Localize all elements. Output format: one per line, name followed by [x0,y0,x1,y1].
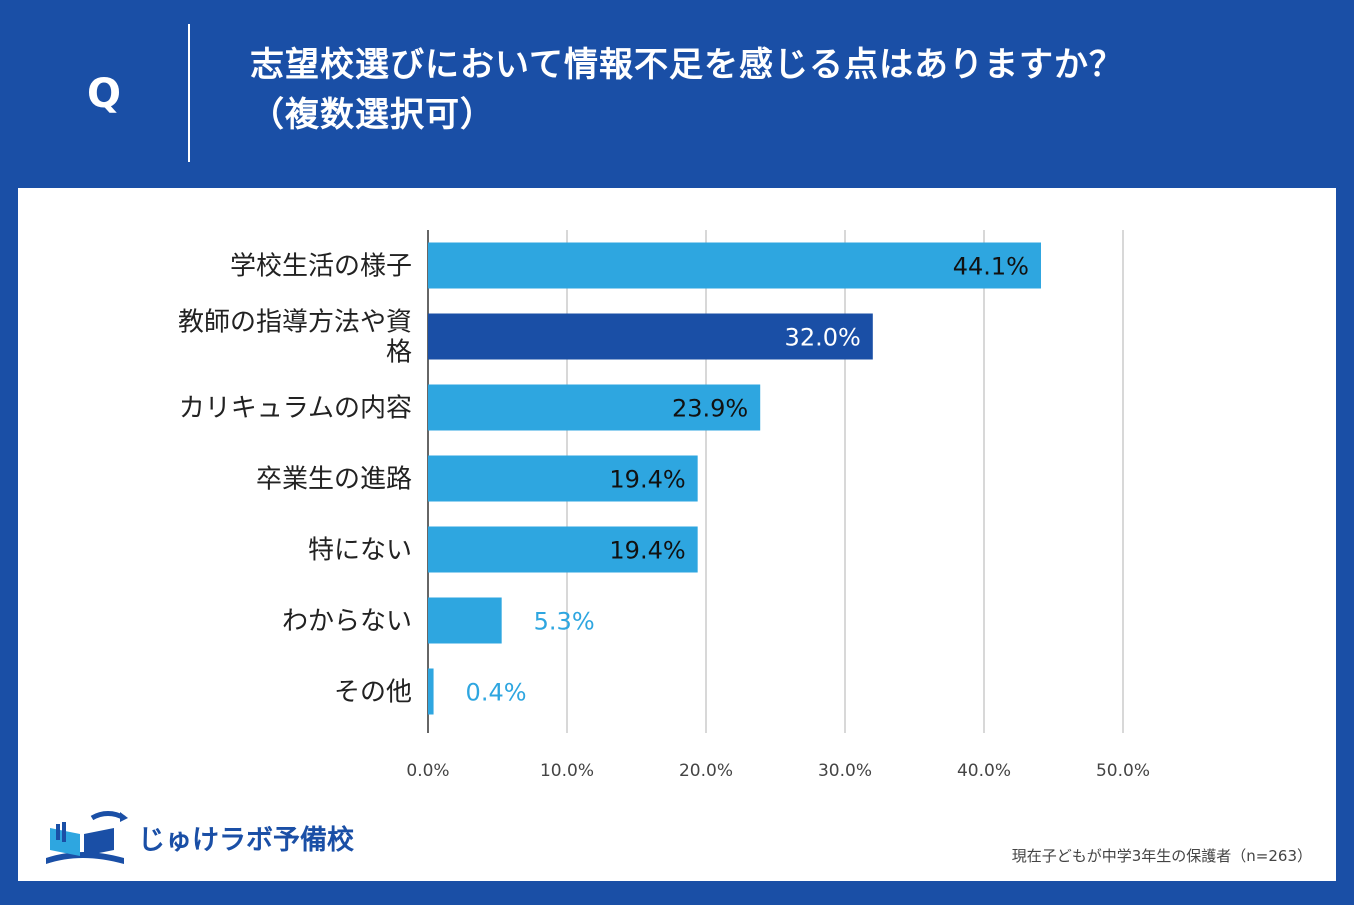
chart-panel: 0.0% 10.0% 20.0% 30.0% 40.0% 50.0% 学校生活の様子 44.1… [18,188,1336,881]
data-label: 44.1% [953,253,1029,281]
q-mark: Q [86,71,121,117]
data-label: 32.0% [785,324,861,352]
x-tick-label: 20.0% [679,761,733,781]
category-label: その他 [334,678,412,708]
category-label: 卒業生の進路 [256,465,412,495]
bar [428,313,873,360]
survey-source: 現在子どもが中学3年生の保護者（n=263） [1011,847,1312,865]
book-logo-icon [46,811,128,864]
header-divider [188,24,190,162]
category-label: 格 [386,338,412,368]
bar [428,242,1041,289]
x-tick-label: 30.0% [818,761,872,781]
data-label: 19.4% [609,537,685,565]
bar [428,526,698,573]
category-label: カリキュラムの内容 [179,394,412,424]
data-label: 0.4% [466,679,527,707]
logo-text: じゅけラボ予備校 [138,824,354,856]
bar [428,597,502,644]
bar-chart: 0.0% 10.0% 20.0% 30.0% 40.0% 50.0% 学校生活の様子 44.1… [178,230,1150,781]
question-line-1: 志望校選びにおいて情報不足を感じる点はありますか？ [250,45,1124,85]
data-label: 5.3% [534,608,595,636]
x-tick-label: 40.0% [957,761,1011,781]
category-label: わからない [282,607,412,637]
category-label: 教師の指導方法や資 [178,308,412,338]
question-title: 志望校選びにおいて情報不足を感じる点はありますか？ （複数選択可） [250,40,1340,140]
brand-logo: じゅけラボ予備校 [40,806,354,868]
x-tick-label: 0.0% [406,761,449,781]
data-label: 23.9% [672,395,748,423]
bar [428,384,761,431]
bar [428,455,698,502]
x-tick-label: 10.0% [540,761,594,781]
question-line-2: （複数選択可） [250,95,495,135]
data-label: 19.4% [609,466,685,494]
category-label: 学校生活の様子 [230,252,412,282]
x-tick-label: 50.0% [1096,761,1150,781]
bar [428,668,434,715]
category-label: 特にない [308,536,412,566]
